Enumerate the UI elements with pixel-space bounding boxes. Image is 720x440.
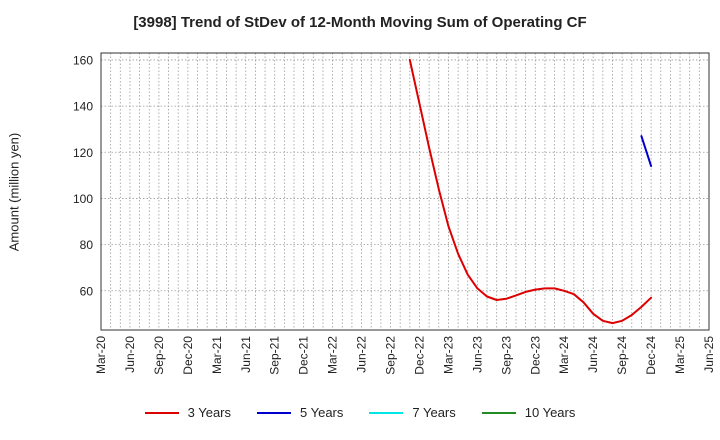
x-tick-label: Sep-20 xyxy=(152,336,166,375)
x-tick-label: Jun-24 xyxy=(586,336,600,373)
legend-swatch-7-years xyxy=(369,411,404,414)
x-tick-label: Jun-20 xyxy=(123,336,137,373)
legend-label-10-years: 10 Years xyxy=(524,405,576,420)
x-tick-label: Mar-20 xyxy=(94,336,108,374)
legend: 3 Years 5 Years 7 Years 10 Years xyxy=(0,405,720,420)
x-tick-label: Dec-21 xyxy=(297,336,311,375)
legend-swatch-3-years xyxy=(144,411,179,414)
legend-item-10-years: 10 Years xyxy=(481,405,576,420)
legend-label-7-years: 7 Years xyxy=(412,405,456,420)
x-tick-label: Mar-22 xyxy=(326,336,340,374)
legend-label-5-years: 5 Years xyxy=(300,405,344,420)
legend-item-5-years: 5 Years xyxy=(257,405,343,420)
x-tick-label: Jun-21 xyxy=(239,336,253,373)
x-tick-label: Sep-23 xyxy=(499,336,513,375)
line-chart: 60 80 100 120 140 160 Mar-20 Jun-20 Sep-20 Dec-20… xyxy=(73,52,716,375)
plot-frame xyxy=(100,52,710,331)
x-tick-label: Mar-25 xyxy=(673,336,687,374)
x-tick-label: Jun-25 xyxy=(702,336,716,373)
y-tick-label: 80 xyxy=(80,238,94,252)
y-tick-label: 160 xyxy=(73,53,93,67)
x-tick-label: Mar-24 xyxy=(557,336,571,374)
x-tick-label: Dec-23 xyxy=(528,336,542,375)
y-tick-label: 140 xyxy=(73,100,93,114)
x-tick-label: Dec-24 xyxy=(644,336,658,375)
legend-item-7-years: 7 Years xyxy=(369,405,456,420)
x-tick-label: Jun-23 xyxy=(470,336,484,373)
x-tick-label: Dec-20 xyxy=(181,336,195,375)
x-tick-label: Mar-23 xyxy=(441,336,455,374)
x-tick-label: Jun-22 xyxy=(355,336,369,373)
legend-swatch-5-years xyxy=(257,411,291,414)
x-tick-label: Sep-21 xyxy=(268,336,282,375)
x-tick-label: Sep-22 xyxy=(384,336,398,375)
chart-title: [3998] Trend of StDev of 12-Month Moving… xyxy=(133,14,587,31)
y-tick-label: 120 xyxy=(73,146,93,160)
y-tick-label: 100 xyxy=(73,192,93,206)
legend-label-3-years: 3 Years xyxy=(187,405,231,420)
x-tick-label: Mar-21 xyxy=(210,336,224,374)
legend-item-3-years: 3 Years xyxy=(144,405,231,420)
series-line-5-years xyxy=(640,135,653,168)
x-tick-label: Sep-24 xyxy=(615,336,629,375)
series-line-3-years xyxy=(408,58,653,325)
legend-swatch-10-years xyxy=(481,411,516,414)
y-tick-label: 60 xyxy=(80,284,94,298)
x-tick-label: Dec-22 xyxy=(412,336,426,375)
